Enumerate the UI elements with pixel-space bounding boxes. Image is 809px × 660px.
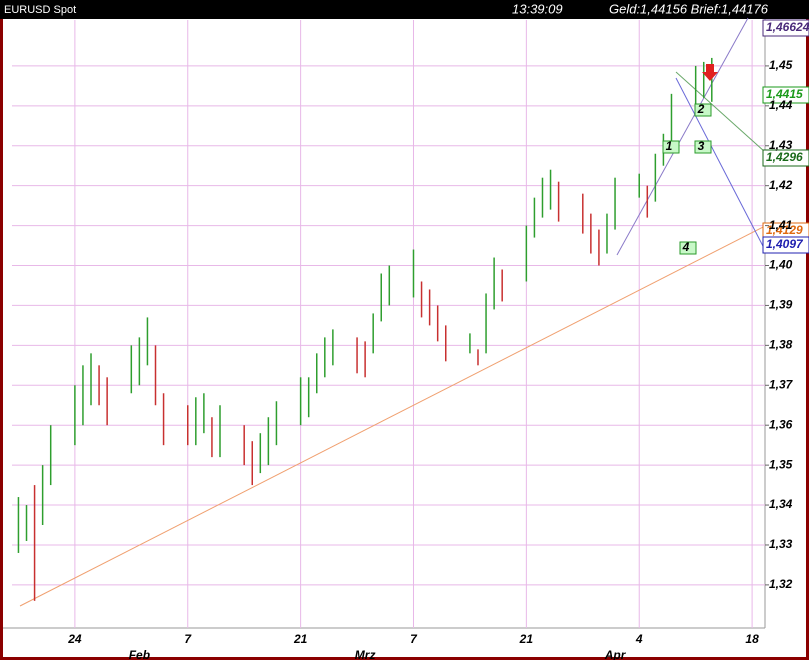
x-tick-label: 21 — [293, 632, 308, 646]
y-tick-label: 1,32 — [769, 577, 793, 591]
arrow — [702, 64, 718, 81]
price-label: 1,4296 — [766, 150, 803, 164]
y-tick-label: 1,44 — [769, 98, 793, 112]
month-label: Feb — [129, 648, 150, 660]
marker-box — [662, 140, 680, 154]
price-label: 1,4415 — [766, 87, 803, 101]
y-tick-label: 1,40 — [769, 258, 793, 272]
y-tick-label: 1,41 — [769, 218, 793, 232]
price-label: 1,4129 — [766, 223, 803, 237]
x-tick-label: 18 — [745, 632, 759, 646]
fan-line — [675, 71, 766, 153]
y-tick-label: 1,33 — [769, 537, 793, 551]
price-box — [762, 19, 809, 37]
time: 13:39:09 — [512, 1, 563, 16]
y-tick-label: 1,42 — [769, 178, 793, 192]
chart-bg — [3, 19, 806, 657]
price-label: 1,46624 — [766, 20, 809, 34]
marker-box — [694, 140, 712, 154]
quote: Geld:1,44156 Brief:1,44176 — [609, 1, 769, 16]
marker-box — [679, 241, 697, 255]
marker-box — [694, 103, 712, 117]
price-label: 1,4097 — [766, 237, 804, 251]
y-tick-label: 1,37 — [769, 377, 794, 391]
trend-line — [19, 225, 766, 607]
chart-title: EURUSD Spot — [4, 4, 76, 16]
y-tick-label: 1,43 — [769, 138, 793, 152]
price-box — [762, 149, 809, 167]
y-tick-label: 1,39 — [769, 298, 793, 312]
x-tick-label: 7 — [410, 632, 418, 646]
fan-line — [675, 77, 766, 251]
month-label: Apr — [604, 648, 627, 660]
y-tick-label: 1,45 — [769, 58, 793, 72]
fan-line — [616, 17, 749, 256]
y-tick-label: 1,34 — [769, 497, 793, 511]
marker: 4 — [682, 240, 690, 254]
y-tick-label: 1,35 — [769, 457, 793, 471]
x-tick-label: 4 — [635, 632, 643, 646]
y-tick-label: 1,38 — [769, 338, 793, 352]
marker: 2 — [697, 102, 705, 116]
marker: 3 — [698, 139, 705, 153]
price-box — [762, 236, 809, 254]
x-tick-label: 7 — [184, 632, 192, 646]
y-tick-label: 1,36 — [769, 417, 793, 431]
price-box — [762, 86, 809, 104]
month-label: Mrz — [355, 648, 376, 660]
x-tick-label: 24 — [67, 632, 82, 646]
x-tick-label: 21 — [519, 632, 534, 646]
header-bar — [0, 0, 809, 19]
bars — [17, 57, 713, 601]
marker: 1 — [666, 139, 673, 153]
